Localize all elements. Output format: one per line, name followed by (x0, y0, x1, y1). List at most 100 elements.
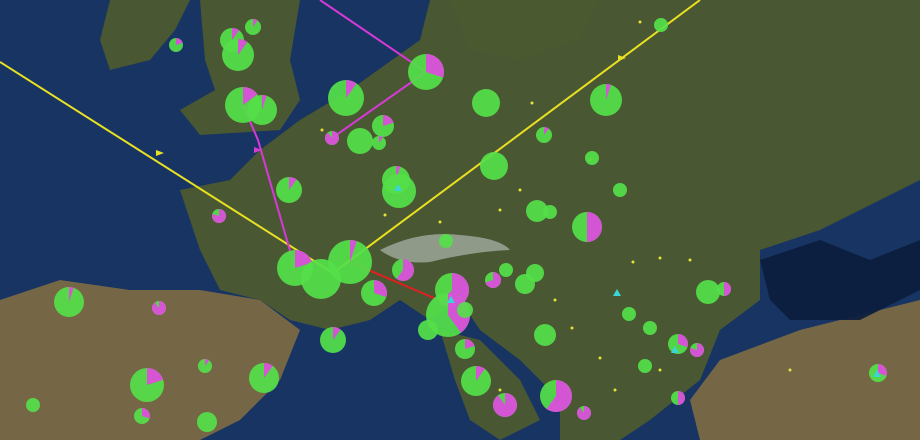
pie-marker[interactable] (572, 212, 602, 242)
landmass (690, 300, 920, 440)
pie-marker[interactable] (696, 280, 720, 304)
pie-marker[interactable] (493, 393, 518, 417)
pie-slice-primary (526, 200, 548, 222)
pie-slice-secondary (69, 287, 74, 302)
pie-slice-primary (654, 18, 668, 32)
pie-slice-primary (585, 151, 599, 165)
pie-marker[interactable] (392, 259, 415, 282)
point-marker (788, 368, 792, 372)
pie-marker[interactable] (372, 115, 394, 137)
pie-marker[interactable] (328, 240, 372, 284)
pie-slice-secondary (212, 209, 227, 224)
pie-slice-primary (534, 324, 556, 346)
pie-slice-secondary (724, 282, 731, 296)
pie-marker[interactable] (26, 398, 40, 412)
point-marker (498, 388, 502, 392)
pie-marker[interactable] (543, 205, 557, 219)
pie-marker[interactable] (245, 19, 261, 35)
pie-slice-secondary (253, 19, 258, 27)
pie-slice-secondary (350, 240, 357, 262)
landmass (100, 0, 190, 70)
pie-marker[interactable] (249, 363, 279, 393)
pie-slice-secondary (147, 368, 164, 385)
pie-marker[interactable] (643, 321, 657, 335)
pie-slice-primary (499, 263, 513, 277)
pie-marker[interactable] (613, 183, 627, 197)
pie-marker[interactable] (169, 38, 183, 52)
pie-marker[interactable] (540, 380, 572, 412)
pie-marker[interactable] (212, 209, 227, 224)
pie-marker[interactable] (197, 412, 217, 432)
pie-marker[interactable] (499, 263, 513, 277)
pie-marker[interactable] (54, 287, 84, 317)
pie-slice-secondary (678, 391, 685, 405)
pie-slice-secondary (295, 250, 313, 268)
point-marker (498, 208, 502, 212)
pie-marker[interactable] (534, 324, 556, 346)
pie-slice-secondary (243, 87, 258, 105)
pie-marker[interactable] (361, 280, 388, 306)
pie-marker[interactable] (372, 136, 386, 150)
pie-marker[interactable] (198, 359, 212, 373)
pie-marker[interactable] (585, 151, 599, 165)
point-marker (570, 326, 574, 330)
pie-slice-secondary (493, 393, 518, 417)
route-arrow-icon (254, 147, 262, 153)
pie-marker[interactable] (408, 54, 444, 90)
pie-slice-primary (696, 280, 720, 304)
pie-slice-secondary (678, 334, 688, 348)
pie-marker[interactable] (536, 127, 552, 143)
pie-marker[interactable] (320, 327, 346, 353)
pie-marker[interactable] (526, 200, 548, 222)
pie-slice-secondary (238, 39, 248, 55)
pie-marker[interactable] (247, 95, 277, 125)
alps-snow (380, 234, 510, 263)
pie-marker[interactable] (689, 343, 705, 358)
pie-slice-primary (26, 398, 40, 412)
point-marker (658, 368, 662, 372)
pie-slice-secondary (176, 38, 183, 45)
pie-marker[interactable] (638, 359, 652, 373)
pie-marker[interactable] (526, 264, 544, 282)
pie-marker[interactable] (152, 301, 167, 316)
pie-marker[interactable] (480, 152, 508, 180)
pie-marker[interactable] (622, 307, 636, 321)
pie-marker[interactable] (325, 131, 340, 146)
pie-marker[interactable] (668, 334, 688, 354)
pie-marker[interactable] (455, 339, 475, 359)
pie-slice-primary (543, 205, 557, 219)
pie-marker[interactable] (276, 177, 302, 203)
pie-marker[interactable] (418, 320, 438, 340)
pie-marker[interactable] (485, 272, 501, 288)
pie-marker[interactable] (439, 234, 453, 248)
pie-marker[interactable] (130, 368, 164, 402)
pie-marker[interactable] (590, 84, 622, 116)
pie-marker[interactable] (717, 282, 731, 296)
pie-marker[interactable] (577, 406, 591, 421)
pie-slice-secondary (152, 301, 167, 316)
pie-marker[interactable] (461, 366, 491, 396)
pie-marker[interactable] (222, 39, 254, 71)
pie-slice-primary (472, 89, 500, 117)
pie-marker[interactable] (328, 80, 364, 116)
pie-marker[interactable] (134, 408, 150, 424)
route-line (0, 61, 334, 274)
pie-marker[interactable] (347, 128, 373, 154)
pie-marker[interactable] (671, 391, 685, 405)
pie-slice-secondary (262, 95, 267, 110)
pie-slice-secondary (374, 280, 388, 298)
landmass (450, 0, 600, 60)
pie-slice-primary (638, 359, 652, 373)
pie-marker[interactable] (472, 89, 500, 117)
pie-marker[interactable] (654, 18, 668, 32)
pie-slice-secondary (689, 343, 705, 358)
pie-slice-secondary (426, 54, 444, 78)
pie-slice-secondary (264, 363, 273, 378)
pie-slice-secondary (205, 359, 210, 366)
pie-marker[interactable] (457, 302, 473, 318)
pie-slice-secondary (465, 339, 475, 349)
pie-slice-secondary (485, 272, 501, 288)
